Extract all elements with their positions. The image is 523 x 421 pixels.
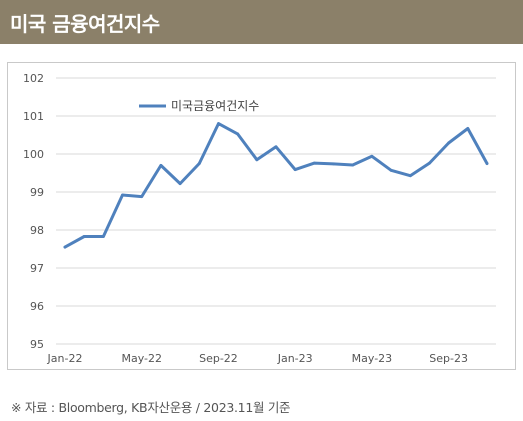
chart-frame xyxy=(7,62,516,370)
x-tick-label: Sep-23 xyxy=(429,352,468,365)
gridlines xyxy=(56,77,496,345)
data-point xyxy=(255,158,259,162)
data-point xyxy=(274,145,278,149)
data-point xyxy=(159,164,163,167)
series-group xyxy=(63,122,489,249)
data-point xyxy=(389,168,393,172)
data-point xyxy=(101,235,105,238)
data-point xyxy=(82,235,86,238)
data-point xyxy=(332,162,335,166)
y-tick-label: 102 xyxy=(23,72,44,85)
data-point xyxy=(140,195,144,198)
data-point xyxy=(236,132,240,136)
y-tick-label: 101 xyxy=(23,110,44,123)
y-tick-label: 100 xyxy=(23,148,44,161)
page-title: 미국 금융여건지수 xyxy=(10,12,160,36)
data-point xyxy=(63,245,67,249)
y-tick-label: 97 xyxy=(30,262,44,275)
data-point xyxy=(408,174,412,178)
data-point xyxy=(485,162,489,165)
legend-label: 미국금융여건지수 xyxy=(171,99,259,113)
x-tick-label: May-23 xyxy=(352,352,393,365)
y-tick-label: 95 xyxy=(30,338,44,351)
data-point xyxy=(293,168,297,171)
y-axis: 95 96 97 98 99 100 101 102 xyxy=(23,72,44,351)
data-point xyxy=(312,161,316,165)
y-tick-label: 98 xyxy=(30,224,44,237)
header-bar: 미국 금융여건지수 xyxy=(0,0,523,44)
y-tick-label: 96 xyxy=(30,300,44,313)
series-line xyxy=(63,122,489,249)
data-point xyxy=(447,141,451,145)
data-point xyxy=(178,182,182,186)
data-point xyxy=(466,127,470,130)
data-point xyxy=(121,193,124,197)
data-point xyxy=(428,161,431,165)
y-tick-label: 99 xyxy=(30,186,44,199)
x-axis: Jan-22 May-22 Sep-22 Jan-23 May-23 Sep-23 xyxy=(47,352,468,365)
data-point xyxy=(217,122,220,125)
source-note: ※ 자료 : Bloomberg, KB자산운용 / 2023.11월 기준 xyxy=(11,400,291,415)
data-point xyxy=(197,162,201,165)
legend: 미국금융여건지수 xyxy=(139,99,259,113)
x-tick-label: Jan-23 xyxy=(277,352,313,365)
x-tick-label: Jan-22 xyxy=(47,352,83,365)
data-point xyxy=(351,163,355,167)
x-tick-label: May-22 xyxy=(121,352,162,365)
x-tick-label: Sep-22 xyxy=(199,352,238,365)
data-point xyxy=(370,154,374,158)
